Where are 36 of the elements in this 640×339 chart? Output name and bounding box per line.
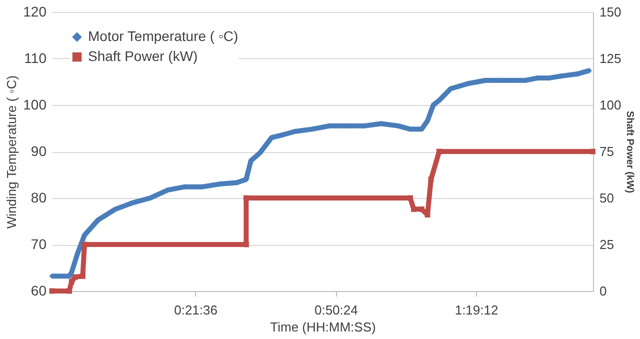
point [72, 274, 78, 280]
x-tick-label: 0:50:24 [314, 302, 358, 318]
x-tick-label: 1:19:12 [454, 302, 498, 318]
y2-tick-label: 100 [600, 98, 622, 112]
point [424, 212, 430, 218]
point [418, 206, 424, 212]
legend-label: Motor Temperature ( ◦C) [88, 28, 238, 44]
y2-tick-label: 0 [600, 284, 607, 298]
y-tick-label: 70 [30, 236, 47, 252]
y-tick-label: 90 [30, 143, 47, 159]
y2-tick-label: 125 [600, 51, 622, 66]
y-tick-label: 120 [23, 4, 47, 20]
point [243, 242, 249, 248]
y2-tick-label: 75 [600, 144, 614, 159]
y2-tick-label: 25 [600, 237, 614, 252]
legend-label: Shaft Power (kW) [88, 48, 198, 64]
y2-axis-title: Shaft Power (kW) [624, 110, 636, 194]
x-axis-title: Time (HH:MM:SS) [270, 320, 376, 334]
point [428, 176, 434, 182]
point [82, 242, 88, 248]
point [66, 288, 72, 294]
x-tick-label: 0:21:36 [174, 302, 218, 318]
point [411, 206, 416, 212]
y-tick-label: 110 [24, 50, 47, 66]
y-tick-label: 60 [30, 282, 47, 298]
y-tick-label: 100 [23, 96, 47, 112]
point [436, 148, 442, 154]
y-tick-label: 80 [30, 190, 47, 206]
y2-tick-label: 50 [600, 190, 614, 206]
y-axis-title: Winding Temperature ( ◦C) [4, 75, 20, 229]
y2-tick-label: 150 [600, 4, 622, 20]
point [80, 273, 86, 279]
point [243, 195, 249, 201]
point [68, 278, 74, 284]
point [590, 148, 596, 154]
point [407, 195, 413, 201]
